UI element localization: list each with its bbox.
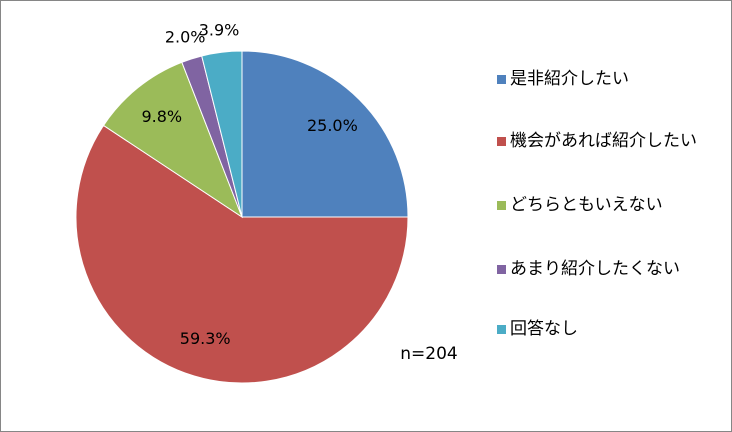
legend-item: どちらともいえない bbox=[497, 194, 722, 216]
data-label: 25.0% bbox=[307, 116, 358, 135]
pie-slice bbox=[75, 124, 409, 384]
legend-label: 機会があれば紹介したい bbox=[510, 131, 697, 151]
legend-label: 回答なし bbox=[510, 319, 578, 339]
legend-item: 機会があれば紹介したい bbox=[497, 130, 722, 152]
annotation: n=204 bbox=[400, 344, 457, 364]
data-label: 9.8% bbox=[141, 107, 182, 126]
legend-item: 回答なし bbox=[497, 318, 722, 340]
data-label: 59.3% bbox=[180, 329, 231, 348]
legend-swatch bbox=[497, 137, 506, 146]
pie-slice bbox=[241, 50, 409, 218]
legend-item: 是非紹介したい bbox=[497, 68, 722, 90]
legend-swatch bbox=[497, 75, 506, 84]
legend-label: どちらともいえない bbox=[510, 195, 663, 215]
pie-slice bbox=[102, 61, 244, 219]
data-label: 3.9% bbox=[199, 20, 240, 39]
legend-swatch bbox=[497, 265, 506, 274]
legend-label: 是非紹介したい bbox=[510, 69, 629, 89]
legend-swatch bbox=[497, 201, 506, 210]
data-label: 2.0% bbox=[165, 28, 206, 47]
legend-label: あまり紹介したくない bbox=[510, 259, 680, 279]
legend-item: あまり紹介したくない bbox=[497, 258, 722, 280]
legend-swatch bbox=[497, 325, 506, 334]
pie-slice bbox=[201, 50, 243, 218]
